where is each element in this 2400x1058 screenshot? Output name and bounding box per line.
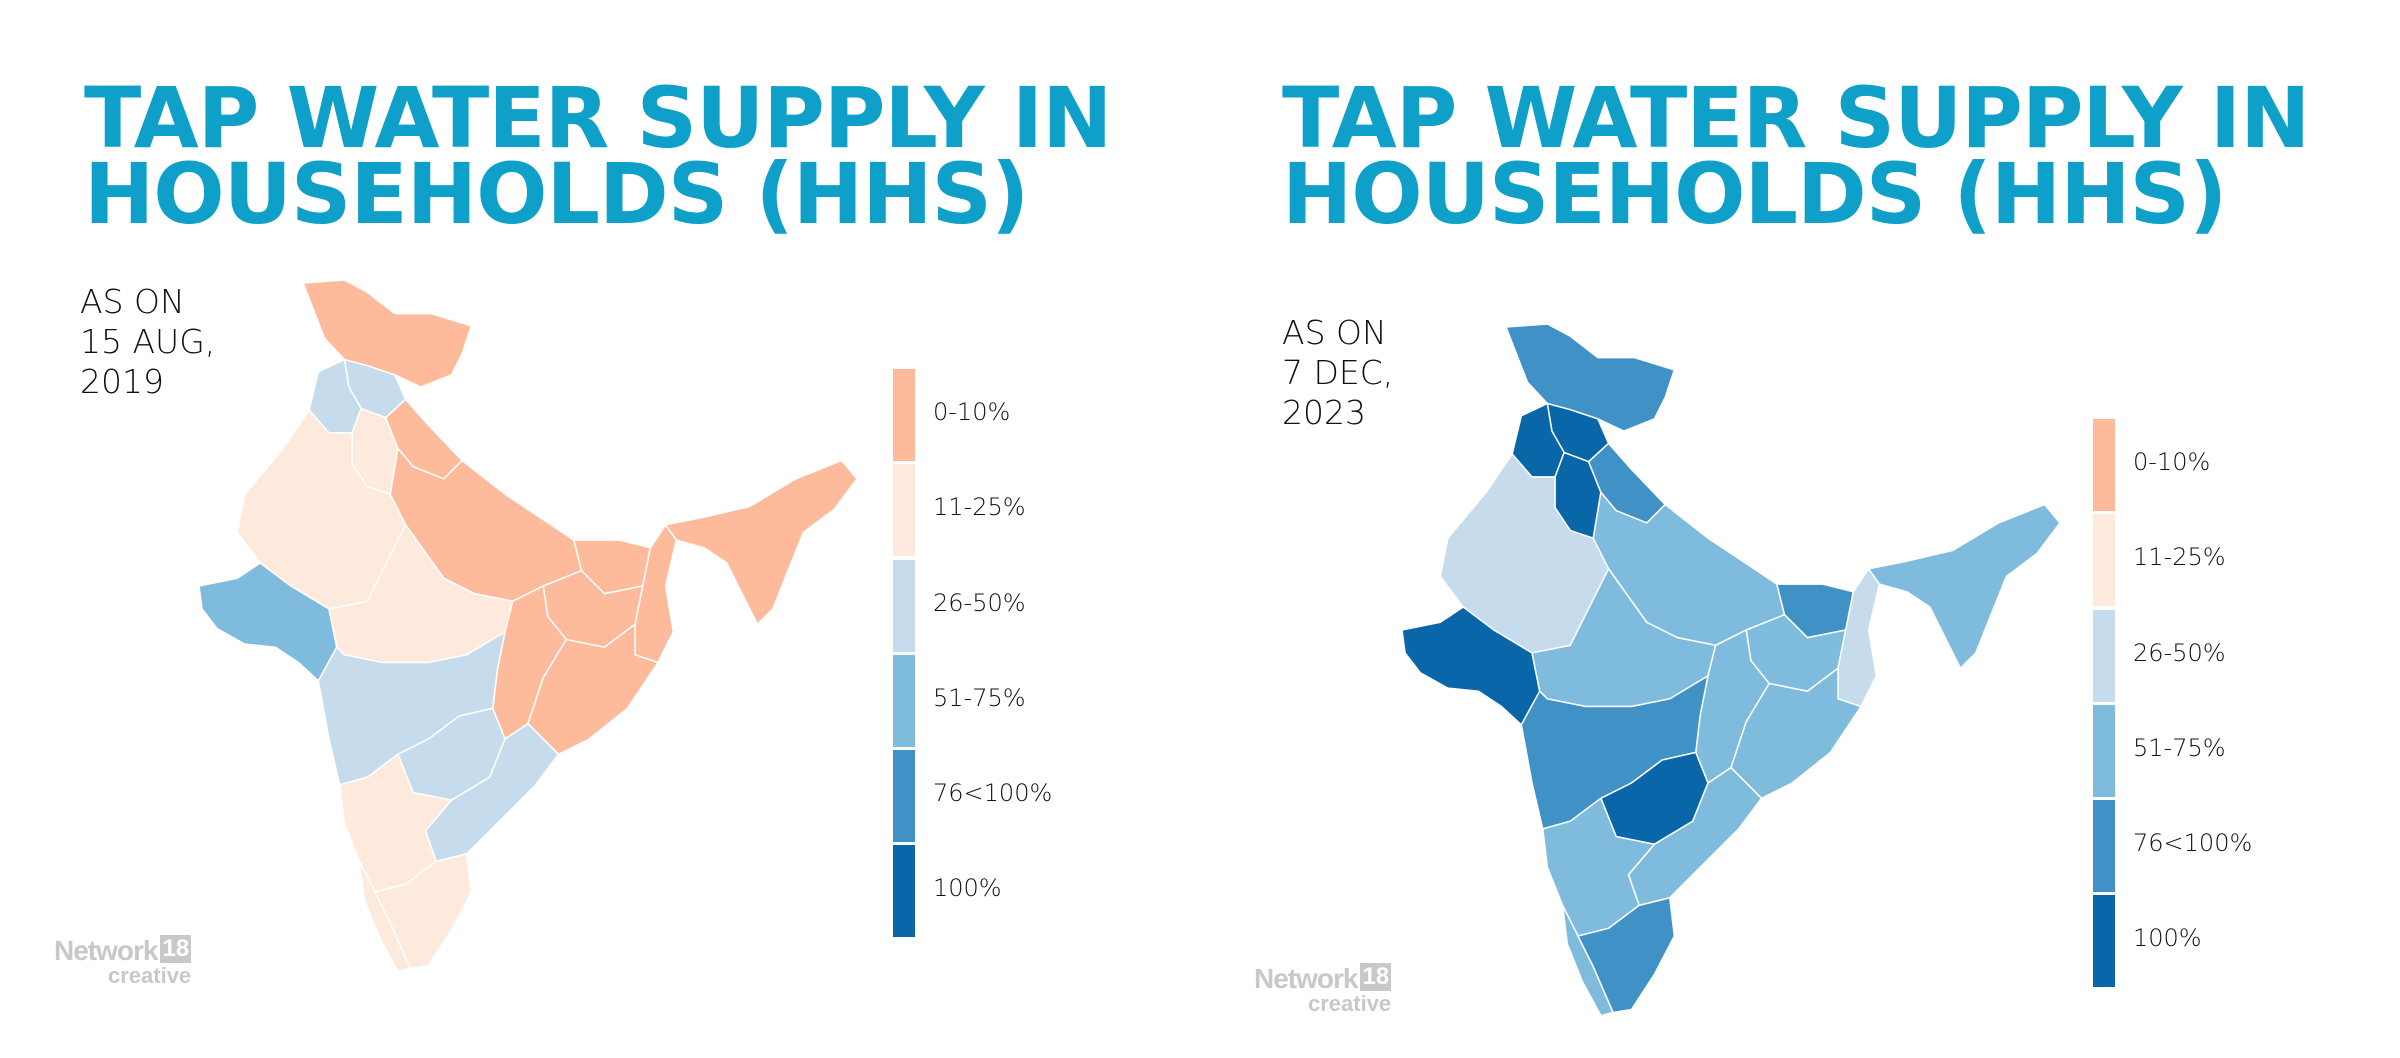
legend-item: 76<100% (2093, 799, 2313, 894)
legend-item: 11-25% (893, 463, 1113, 558)
legend-item: 0-10% (893, 368, 1113, 463)
region-karnataka (1541, 797, 1656, 937)
legend-label: 26-50% (2133, 638, 2226, 667)
map-2019 (198, 279, 858, 973)
legend-swatch (893, 750, 915, 843)
legend-swatch (2093, 609, 2115, 702)
map-2023 (1401, 323, 2061, 1017)
region-north-east (664, 459, 858, 626)
left-title: TAP WATER SUPPLY IN HOUSEHOLDS (HHS) (84, 69, 1112, 243)
legend-label: 100% (2133, 924, 2202, 953)
logo-badge: 18 (160, 935, 192, 963)
legend-label: 76<100% (933, 779, 1053, 808)
region-north-east (1867, 503, 2061, 670)
network18-logo-2: Network 18 creative (1254, 963, 1392, 1017)
right-date-label: AS ON 7 DEC, 2023 (1282, 313, 1394, 432)
legend-swatch (2093, 704, 2115, 797)
legend-item: 51-75% (2093, 704, 2313, 799)
logo-sub: creative (1307, 991, 1392, 1016)
logo-sub: creative (107, 963, 192, 988)
legend-item: 11-25% (2093, 513, 2313, 608)
legend-swatch (2093, 800, 2115, 893)
legend-swatch (893, 845, 915, 938)
legend-item: 76<100% (893, 749, 1113, 844)
logo-name: Network (1254, 963, 1358, 994)
legend-swatch (2093, 419, 2115, 511)
region-jammu-kashmir-ladakh (1504, 323, 1676, 432)
legend-swatch (893, 654, 915, 747)
legend-item: 26-50% (2093, 609, 2313, 704)
legend-label: 26-50% (933, 588, 1026, 617)
legend-swatch (2093, 895, 2115, 988)
legend-item: 0-10% (2093, 418, 2313, 513)
legend-item: 100% (2093, 894, 2313, 989)
region-tamil-nadu (1576, 896, 1676, 1014)
legend-label: 11-25% (933, 493, 1026, 522)
legend-label: 51-75% (933, 683, 1026, 712)
legend-swatch (893, 464, 915, 557)
legend-item: 51-75% (893, 654, 1113, 749)
region-tamil-nadu (373, 852, 473, 970)
legend-label: 0-10% (2133, 448, 2211, 476)
right-title: TAP WATER SUPPLY IN HOUSEHOLDS (HHS) (1282, 69, 2310, 243)
legend-2023: 0-10% 11-25% 26-50% 51-75% 76<100% 100% (2093, 418, 2313, 990)
logo-name: Network (54, 935, 158, 966)
legend-label: 51-75% (2133, 733, 2226, 762)
legend-swatch (2093, 514, 2115, 607)
logo-badge: 18 (1360, 963, 1392, 991)
legend-item: 100% (893, 844, 1113, 939)
legend-item: 26-50% (893, 559, 1113, 654)
region-karnataka (338, 753, 453, 893)
legend-label: 0-10% (933, 398, 1011, 426)
left-date-label: AS ON 15 AUG, 2019 (80, 282, 216, 401)
region-jammu-kashmir-ladakh (301, 279, 473, 388)
legend-label: 11-25% (2133, 543, 2226, 572)
legend-swatch (893, 369, 915, 461)
legend-label: 100% (933, 874, 1002, 903)
network18-logo: Network 18 creative (54, 935, 192, 989)
legend-2019: 0-10% 11-25% 26-50% 51-75% 76<100% 100% (893, 368, 1113, 940)
legend-label: 76<100% (2133, 829, 2253, 858)
legend-swatch (893, 559, 915, 652)
